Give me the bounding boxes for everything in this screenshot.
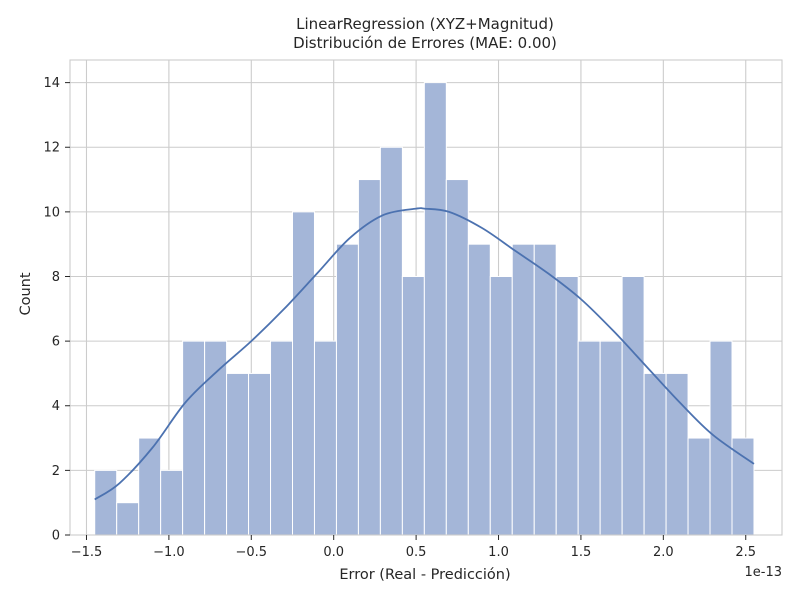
histogram-bar (709, 340, 733, 536)
histogram-bar (687, 437, 711, 536)
histogram-bar (226, 372, 250, 536)
histogram-bars (94, 82, 755, 536)
histogram-bar (160, 469, 184, 536)
x-tick-label: 2.5 (735, 545, 756, 560)
histogram-bar (511, 243, 535, 536)
y-tick-label: 6 (52, 335, 60, 350)
histogram-bar (335, 243, 359, 536)
chart-title: LinearRegression (XYZ+Magnitud) (296, 15, 554, 33)
x-tick-label: −1.5 (71, 545, 103, 560)
histogram-bar (467, 243, 491, 536)
y-tick-label: 8 (52, 270, 60, 285)
histogram-bar (313, 340, 337, 536)
x-tick-label: 1.0 (488, 545, 509, 560)
y-tick-label: 10 (43, 205, 60, 220)
histogram-bar (731, 437, 755, 536)
x-axis-offset-label: 1e-13 (744, 565, 782, 580)
histogram-bar (182, 340, 206, 536)
histogram-bar (643, 372, 667, 536)
histogram-bar (533, 243, 557, 536)
x-tick-label: −0.5 (236, 545, 268, 560)
histogram-bar (357, 179, 381, 536)
histogram-bar (116, 502, 140, 536)
histogram-bar (555, 275, 579, 536)
histogram-bar (401, 275, 425, 536)
histogram-bar (138, 437, 162, 536)
x-axis-ticks: −1.5 −1.0 −0.5 0.0 0.5 1.0 1.5 2.0 2.5 (71, 535, 756, 560)
x-axis-label: Error (Real - Predicción) (339, 567, 510, 583)
histogram-bar (94, 469, 118, 536)
y-tick-label: 2 (52, 464, 60, 479)
histogram-bar (292, 211, 315, 536)
y-tick-label: 12 (43, 141, 60, 156)
histogram-bar (599, 340, 623, 536)
histogram-bar (248, 372, 272, 536)
x-tick-label: 2.0 (653, 545, 674, 560)
histogram-bar (445, 179, 469, 536)
plot-frame (69, 59, 783, 536)
histogram-bar (621, 275, 645, 536)
kde-curve (94, 207, 755, 501)
x-tick-label: −1.0 (153, 545, 185, 560)
histogram-bar (204, 340, 228, 536)
y-tick-label: 14 (43, 76, 60, 91)
chart-subtitle: Distribución de Errores (MAE: 0.00) (293, 34, 557, 52)
x-tick-label: 0.5 (406, 545, 427, 560)
y-axis-ticks: 0 2 4 6 8 10 12 14 (43, 76, 70, 544)
x-tick-label: 1.5 (571, 545, 592, 560)
histogram-bar (423, 82, 447, 536)
histogram-bar (379, 146, 403, 536)
histogram-bar (577, 340, 601, 536)
x-tick-label: 0.0 (323, 545, 344, 560)
y-axis-label: Count (18, 272, 34, 315)
y-tick-label: 0 (52, 529, 60, 544)
histogram-bar (270, 340, 293, 536)
histogram-bar (489, 275, 513, 536)
y-tick-label: 4 (52, 399, 60, 414)
histogram-bar (665, 372, 689, 536)
